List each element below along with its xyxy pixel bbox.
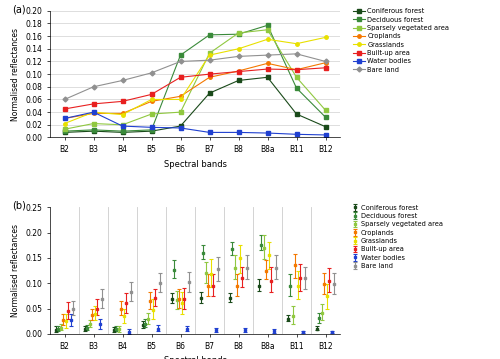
Sparsely vegetated area	[120, 123, 126, 127]
Line: Grasslands: Grasslands	[63, 36, 327, 125]
Coniferous forest	[178, 124, 184, 128]
Deciduous forest	[206, 33, 212, 37]
Grasslands	[206, 53, 212, 57]
Coniferous forest	[148, 129, 154, 133]
Bare land	[206, 58, 212, 62]
Bare land	[322, 59, 328, 64]
Sparsely vegetated area	[322, 108, 328, 112]
Line: Croplands: Croplands	[63, 61, 327, 120]
Croplands	[178, 94, 184, 98]
Built-up area	[90, 102, 96, 106]
Coniferous forest	[62, 130, 68, 135]
Deciduous forest	[178, 53, 184, 57]
Water bodies	[178, 126, 184, 130]
Croplands	[120, 111, 126, 116]
Coniferous forest	[236, 78, 242, 83]
Grasslands	[120, 112, 126, 117]
X-axis label: Spectral bands: Spectral bands	[164, 356, 226, 359]
Built-up area	[236, 69, 242, 74]
Built-up area	[178, 75, 184, 79]
Deciduous forest	[322, 115, 328, 119]
Text: (a): (a)	[12, 4, 26, 14]
Grasslands	[62, 121, 68, 126]
Croplands	[236, 69, 242, 73]
Sparsely vegetated area	[264, 28, 270, 32]
Sparsely vegetated area	[62, 127, 68, 131]
Coniferous forest	[120, 130, 126, 135]
Sparsely vegetated area	[206, 51, 212, 55]
Water bodies	[120, 124, 126, 128]
Water bodies	[62, 116, 68, 121]
Croplands	[148, 99, 154, 103]
Sparsely vegetated area	[148, 112, 154, 116]
Bare land	[62, 97, 68, 102]
Built-up area	[62, 107, 68, 111]
Grasslands	[236, 47, 242, 51]
Deciduous forest	[264, 23, 270, 28]
Line: Coniferous forest: Coniferous forest	[63, 75, 327, 134]
Grasslands	[148, 97, 154, 102]
Water bodies	[322, 133, 328, 137]
Water bodies	[206, 130, 212, 135]
Built-up area	[148, 92, 154, 97]
Bare land	[236, 54, 242, 59]
Y-axis label: Normalised reflectances: Normalised reflectances	[11, 224, 20, 317]
Bare land	[148, 71, 154, 75]
Line: Bare land: Bare land	[63, 52, 327, 101]
Legend: Coniferous forest, Deciduous forest, Sparsely vegetated area, Croplands, Grassla: Coniferous forest, Deciduous forest, Spa…	[352, 8, 450, 74]
Coniferous forest	[206, 91, 212, 95]
Water bodies	[294, 132, 300, 136]
Line: Built-up area: Built-up area	[63, 66, 327, 111]
Built-up area	[294, 67, 300, 72]
Grasslands	[178, 97, 184, 102]
Croplands	[90, 111, 96, 116]
Croplands	[62, 116, 68, 121]
Croplands	[294, 67, 300, 72]
Line: Deciduous forest: Deciduous forest	[63, 24, 327, 133]
Line: Water bodies: Water bodies	[63, 111, 327, 137]
Coniferous forest	[322, 125, 328, 129]
Built-up area	[322, 66, 328, 70]
Bare land	[178, 59, 184, 64]
Built-up area	[120, 99, 126, 103]
Legend: Coniferous forest, Deciduous forest, Sparsely vegetated area, Croplands, Grassla: Coniferous forest, Deciduous forest, Spa…	[352, 204, 444, 270]
Water bodies	[264, 131, 270, 135]
Bare land	[294, 52, 300, 56]
Water bodies	[90, 110, 96, 114]
Grasslands	[294, 42, 300, 46]
Text: (b): (b)	[12, 201, 26, 211]
Line: Sparsely vegetated area: Sparsely vegetated area	[63, 28, 327, 131]
Grasslands	[90, 110, 96, 114]
Water bodies	[236, 130, 242, 135]
Water bodies	[148, 125, 154, 130]
Coniferous forest	[294, 112, 300, 116]
X-axis label: Spectral bands: Spectral bands	[164, 160, 226, 169]
Croplands	[206, 75, 212, 79]
Built-up area	[206, 72, 212, 76]
Deciduous forest	[90, 128, 96, 132]
Deciduous forest	[236, 32, 242, 36]
Deciduous forest	[62, 129, 68, 133]
Built-up area	[264, 67, 270, 71]
Deciduous forest	[148, 128, 154, 132]
Deciduous forest	[120, 129, 126, 133]
Y-axis label: Normalised reflectances: Normalised reflectances	[11, 28, 20, 121]
Coniferous forest	[264, 75, 270, 79]
Sparsely vegetated area	[90, 121, 96, 126]
Bare land	[120, 78, 126, 83]
Bare land	[90, 85, 96, 89]
Bare land	[264, 53, 270, 57]
Croplands	[264, 61, 270, 65]
Grasslands	[264, 37, 270, 41]
Sparsely vegetated area	[294, 75, 300, 79]
Coniferous forest	[90, 129, 96, 133]
Sparsely vegetated area	[236, 31, 242, 35]
Grasslands	[322, 35, 328, 39]
Deciduous forest	[294, 86, 300, 90]
Croplands	[322, 61, 328, 65]
Sparsely vegetated area	[178, 110, 184, 114]
